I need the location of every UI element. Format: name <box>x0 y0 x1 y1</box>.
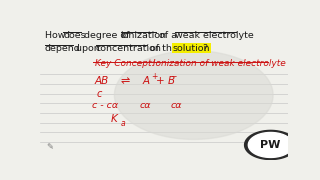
Text: solution: solution <box>173 44 211 53</box>
Polygon shape <box>248 132 293 158</box>
Text: ⇌: ⇌ <box>121 76 130 86</box>
Text: How: How <box>45 31 68 40</box>
Text: ✎: ✎ <box>46 143 53 152</box>
Text: ?: ? <box>202 44 207 53</box>
Text: −: − <box>170 72 177 81</box>
Text: a: a <box>121 119 125 128</box>
Text: concentration: concentration <box>96 44 162 53</box>
Text: degree of: degree of <box>81 31 132 40</box>
Text: depend: depend <box>45 44 81 53</box>
Text: + B: + B <box>156 76 175 86</box>
Text: K: K <box>111 114 117 124</box>
Text: does: does <box>63 31 86 40</box>
Text: of a: of a <box>156 31 180 40</box>
Text: ionization: ionization <box>121 31 167 40</box>
Text: AB: AB <box>95 76 109 86</box>
Polygon shape <box>115 51 273 139</box>
Text: cα: cα <box>139 101 151 110</box>
Text: A: A <box>143 76 150 86</box>
Text: c: c <box>97 89 102 99</box>
Text: weak electrolyte: weak electrolyte <box>175 31 254 40</box>
Text: Key Concept:: Key Concept: <box>95 59 154 68</box>
Text: c - cα: c - cα <box>92 101 118 110</box>
Text: Ionization of weak electrolyte: Ionization of weak electrolyte <box>150 59 286 68</box>
Text: PW: PW <box>260 140 281 150</box>
Text: cα: cα <box>170 101 182 110</box>
Text: of the: of the <box>147 44 180 53</box>
Text: upon: upon <box>73 44 102 53</box>
Polygon shape <box>244 130 297 159</box>
Text: +: + <box>151 72 157 81</box>
